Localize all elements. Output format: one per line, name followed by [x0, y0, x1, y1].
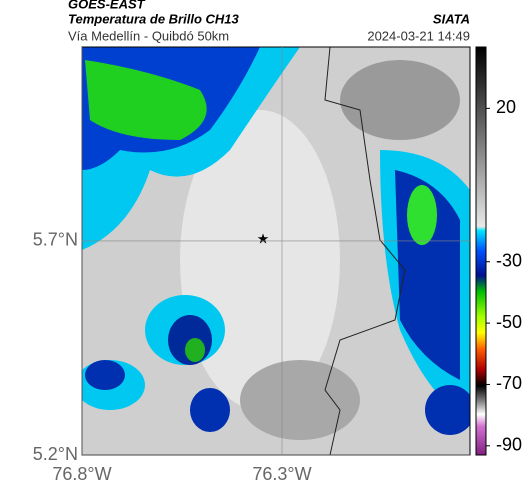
colorbar-tick-label: -90: [496, 435, 522, 455]
lat-tick-label: 5.7°N: [33, 230, 78, 250]
svg-text:★: ★: [257, 231, 270, 247]
title: GOES-EAST: [68, 0, 146, 11]
satellite-image: ★: [82, 47, 470, 455]
lon-tick-label: 76.3°W: [252, 464, 311, 484]
timestamp: 2024-03-21 14:49: [367, 28, 470, 43]
colorbar-tick-label: -30: [496, 250, 522, 270]
colorbar-tick-label: -50: [496, 312, 522, 332]
subtitle: Temperatura de Brillo CH13: [68, 11, 240, 26]
lon-tick-label: 76.8°W: [52, 464, 111, 484]
route: Vía Medellín - Quibdó 50km: [68, 28, 229, 43]
source: SIATA: [433, 11, 470, 26]
lat-tick-label: 5.2°N: [33, 444, 78, 464]
colorbar-tick-label: -70: [496, 373, 522, 393]
colorbar: [475, 46, 487, 456]
colorbar-tick-label: 20: [496, 97, 516, 117]
